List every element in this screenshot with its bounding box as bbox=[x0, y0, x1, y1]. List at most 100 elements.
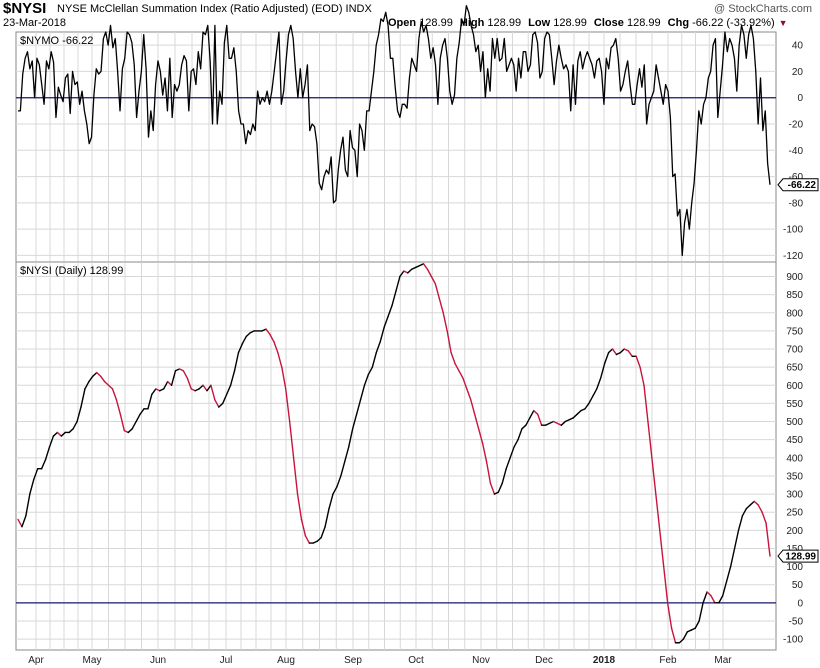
nysi-series-segment bbox=[40, 458, 47, 470]
nysi-frame bbox=[15, 261, 777, 651]
chg-label: Chg bbox=[667, 17, 690, 29]
nysi-series-segment bbox=[151, 388, 157, 396]
nysi-series-segment bbox=[411, 266, 417, 270]
nysi-series-segment bbox=[324, 507, 330, 528]
x-axis-label: Mar bbox=[714, 655, 732, 666]
nysi-series-segment bbox=[450, 351, 456, 365]
nysi-series-segment bbox=[765, 522, 771, 557]
nysi-series-segment bbox=[627, 350, 633, 357]
nysi-series-segment bbox=[521, 424, 527, 430]
nysi-series-segment bbox=[76, 406, 82, 423]
nysi-series-segment bbox=[399, 270, 405, 278]
x-axis-label: Oct bbox=[408, 655, 424, 666]
nysi-series-segment bbox=[273, 341, 279, 354]
close-label: Close bbox=[593, 17, 624, 29]
nysi-series-segment bbox=[659, 529, 665, 568]
nysi-series-segment bbox=[84, 380, 90, 390]
chg-value: -66.22 (-33.92%) bbox=[692, 17, 775, 29]
nysi-series-segment bbox=[88, 375, 94, 383]
nysi-series-segment bbox=[710, 594, 716, 604]
nysi-series-segment bbox=[552, 420, 559, 425]
chart-date: 23-Mar-2018 bbox=[3, 17, 66, 29]
nysi-series-segment bbox=[533, 409, 539, 415]
nysi-series-segment bbox=[438, 297, 444, 314]
nysi-series-segment bbox=[655, 493, 661, 532]
nysi-series-segment bbox=[407, 268, 413, 274]
nysi-last-value-label: 128.99 bbox=[785, 552, 816, 563]
nymo-panel: 40 20 0 -20 -40 -60 -80 -100 -120 $NYMO -66.22 -66… bbox=[15, 5, 819, 263]
nysi-ytick-label: 900 bbox=[786, 272, 803, 283]
open-value: 128.99 bbox=[419, 17, 453, 29]
nysi-series-segment bbox=[580, 408, 586, 412]
nysi-series-segment bbox=[517, 428, 523, 441]
nysi-series-segment bbox=[391, 290, 397, 307]
nysi-series-segment bbox=[17, 518, 23, 528]
nymo-frame bbox=[15, 31, 777, 263]
x-axis-label: Dec bbox=[535, 655, 553, 666]
nysi-series-segment bbox=[639, 366, 645, 386]
nysi-series-segment bbox=[371, 351, 377, 368]
nysi-series-segment bbox=[265, 328, 271, 336]
nysi-series-segment bbox=[332, 486, 338, 495]
nysi-series-segment bbox=[556, 422, 563, 426]
nysi-series-segment bbox=[702, 591, 708, 604]
nysi-series-segment bbox=[52, 431, 59, 437]
nymo-ytick-label: -20 bbox=[789, 120, 804, 131]
nysi-series-segment bbox=[375, 341, 381, 354]
nymo-ytick-label: -60 bbox=[789, 172, 804, 183]
nysi-ytick-label: 700 bbox=[786, 345, 803, 356]
nysi-series-segment bbox=[249, 330, 255, 334]
down-arrow-icon: ▼ bbox=[778, 18, 788, 28]
nysi-series-segment bbox=[414, 264, 421, 269]
nysi-series-segment bbox=[147, 393, 153, 410]
nysi-series-segment bbox=[320, 526, 326, 539]
x-axis-label: Aug bbox=[277, 655, 295, 666]
nysi-series-segment bbox=[328, 493, 334, 510]
nysi-series-segment bbox=[139, 408, 145, 415]
nysi-series-segment bbox=[481, 442, 488, 463]
nysi-ytick-label: 600 bbox=[786, 381, 803, 392]
nysi-series-segment bbox=[135, 413, 141, 423]
nysi-series-segment bbox=[690, 627, 696, 631]
nysi-ytick-label: 50 bbox=[792, 580, 804, 591]
nymo-ytick-label: 0 bbox=[797, 93, 803, 104]
nysi-series-segment bbox=[418, 263, 425, 267]
nysi-series-segment bbox=[178, 368, 185, 372]
nysi-series-segment bbox=[729, 547, 736, 568]
nysi-series-segment bbox=[33, 467, 39, 481]
nysi-ytick-label: 0 bbox=[797, 598, 803, 609]
nysi-series-segment bbox=[670, 627, 677, 644]
nysi-series-segment bbox=[269, 333, 275, 343]
x-axis-label: Jul bbox=[220, 655, 233, 666]
nysi-series-segment bbox=[285, 388, 291, 423]
nymo-ytick-label: -100 bbox=[783, 225, 803, 236]
nysi-series-segment bbox=[355, 399, 362, 415]
nymo-last-value-box: -66.22 bbox=[777, 178, 819, 192]
nysi-series-segment bbox=[757, 504, 763, 513]
nysi-ytick-label: 250 bbox=[786, 508, 803, 519]
nysi-ytick-label: -50 bbox=[789, 616, 804, 627]
nysi-series-segment bbox=[206, 384, 212, 392]
nysi-series-segment bbox=[395, 275, 401, 292]
nysi-series-segment bbox=[166, 380, 173, 386]
nysi-series-segment bbox=[564, 419, 570, 423]
nysi-panel: 9008508007507006506005505004504003503002… bbox=[15, 261, 819, 651]
nysi-series-segment bbox=[596, 377, 602, 390]
nysi-series-segment bbox=[359, 384, 366, 401]
nysi-series-segment bbox=[603, 351, 610, 365]
nysi-series-segment bbox=[29, 478, 35, 495]
nysi-series-segment bbox=[241, 335, 248, 345]
nysi-series-segment bbox=[48, 435, 55, 448]
nysi-series-segment bbox=[592, 388, 598, 397]
nysi-series-segment bbox=[115, 399, 122, 415]
nysi-series-segment bbox=[560, 420, 566, 426]
nymo-ytick-label: -40 bbox=[789, 146, 804, 157]
nysi-series-segment bbox=[68, 428, 74, 434]
nysi-ytick-label: 650 bbox=[786, 363, 803, 374]
nysi-series-segment bbox=[682, 631, 689, 640]
nysi-ytick-label: -100 bbox=[783, 635, 803, 646]
high-value: 128.99 bbox=[487, 17, 522, 29]
low-label: Low bbox=[528, 17, 551, 29]
nysi-series-segment bbox=[718, 594, 724, 604]
nymo-last-value-frame bbox=[777, 178, 819, 192]
